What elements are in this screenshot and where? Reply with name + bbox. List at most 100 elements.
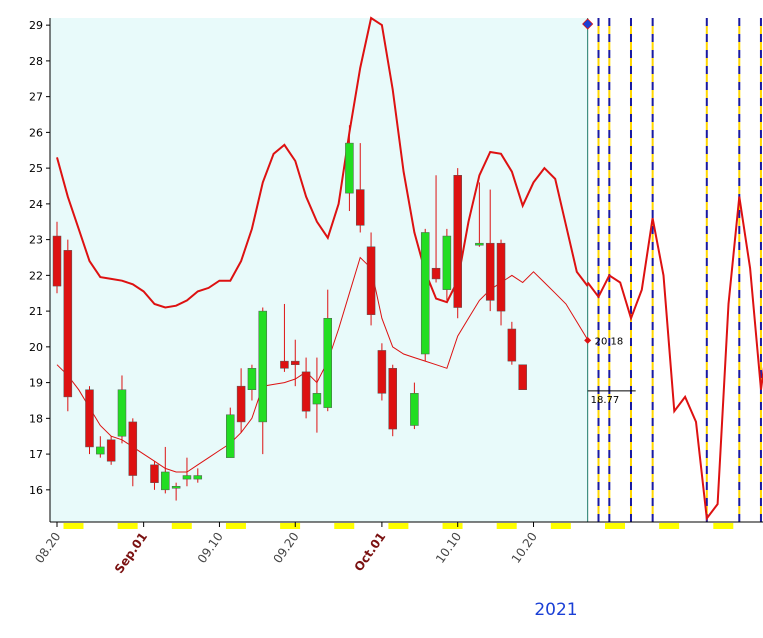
red-diamond-marker [584, 336, 592, 344]
x-tick-label: Sep.01 [112, 530, 150, 576]
x-tick-label: 08.20 [32, 530, 63, 566]
year-label: 2021 [534, 600, 577, 620]
candle [193, 468, 203, 483]
x-tick-label: Oct.01 [351, 530, 388, 574]
candle-body [377, 350, 387, 394]
y-tick-label: 17 [29, 448, 43, 461]
candle [475, 182, 484, 247]
annotation-value: 18.77 [591, 395, 620, 406]
weekend-mark [442, 523, 463, 529]
y-tick-label: 18 [29, 412, 43, 425]
candle [161, 446, 170, 494]
y-tick-label: 23 [29, 234, 43, 247]
weekend-mark [171, 523, 192, 529]
candle-body [366, 246, 376, 315]
weekend-mark [225, 523, 246, 529]
candle [150, 461, 159, 490]
candle-body [171, 486, 181, 489]
candle [496, 239, 506, 326]
current-date-diamond [582, 18, 594, 30]
candle-body [182, 475, 192, 480]
y-tick-label: 26 [29, 126, 43, 139]
candle-body [106, 439, 116, 462]
candle [355, 143, 365, 233]
x-tick-labels: 08.20 Sep.01 09.10 09.20 Oct.01 10.10 10.20 [32, 522, 540, 576]
candle [96, 436, 105, 458]
weekend-mark [280, 523, 301, 529]
candle-body [63, 250, 73, 398]
candle-body [258, 310, 268, 423]
candle [485, 189, 495, 312]
candle [52, 221, 62, 294]
forecast-line [586, 196, 763, 522]
weekend-mark [117, 523, 138, 529]
axes [49, 18, 763, 523]
weekend-mark [659, 523, 680, 529]
x-tick-label: 10.20 [509, 530, 540, 566]
candle-body [496, 242, 506, 312]
candle-body [388, 368, 397, 430]
y-tick-label: 19 [29, 377, 43, 390]
candle [507, 321, 517, 365]
candle-body [507, 328, 517, 362]
candle [280, 303, 289, 372]
y-tick-label: 29 [29, 19, 43, 32]
candle [258, 307, 268, 455]
weekend-markers [63, 523, 734, 529]
candles [52, 125, 527, 501]
candle-body [85, 389, 94, 448]
candle [291, 339, 300, 387]
y-tick-label: 16 [29, 484, 43, 497]
candle [442, 228, 452, 301]
candle-body [323, 318, 332, 408]
candle [117, 375, 127, 444]
candle [431, 175, 441, 283]
y-tick-label: 20 [29, 341, 43, 354]
candle-body [301, 371, 311, 412]
y-tick-label: 25 [29, 162, 43, 175]
y-tick-label: 24 [29, 198, 43, 211]
candle-body [150, 464, 159, 483]
weekend-mark [496, 523, 517, 529]
candle-body [475, 242, 484, 246]
candle [106, 436, 116, 465]
candle [182, 457, 192, 487]
candle-body [226, 414, 235, 458]
candle-body [236, 385, 246, 423]
candle-body [453, 175, 462, 308]
candle-body [442, 235, 452, 290]
candle [345, 125, 354, 212]
weekend-mark [63, 523, 84, 529]
candle [247, 364, 257, 401]
candle-body [518, 364, 527, 390]
annotation-value: 20.18 [595, 336, 624, 347]
candle [236, 368, 246, 433]
y-tick-label: 22 [29, 269, 43, 282]
candle-body [420, 232, 430, 355]
candle-body [128, 421, 138, 476]
candle [85, 386, 94, 455]
candle-body [431, 267, 441, 280]
candle [388, 364, 397, 437]
weekend-mark [713, 523, 734, 529]
forecast-vertical-lines [597, 18, 762, 522]
x-tick-label: 10.10 [433, 530, 464, 566]
candle-body [117, 389, 127, 437]
weekend-mark [604, 523, 625, 529]
x-tick-label: 09.20 [271, 530, 302, 566]
y-tick-label: 28 [29, 55, 43, 68]
candle [301, 357, 311, 419]
candle [128, 418, 138, 487]
candle-body [161, 471, 170, 491]
candle [366, 232, 376, 326]
candle [312, 357, 322, 433]
weekend-mark [388, 523, 409, 529]
y-tick-labels: 16 17 18 19 20 21 22 23 24 25 26 27 28 29 [29, 19, 50, 497]
candle-body [312, 393, 322, 405]
candle-body [410, 393, 419, 426]
candle-body [355, 189, 365, 226]
candle [323, 289, 332, 412]
candle-body [345, 142, 354, 194]
weekend-mark [550, 523, 571, 529]
candle [226, 407, 235, 458]
